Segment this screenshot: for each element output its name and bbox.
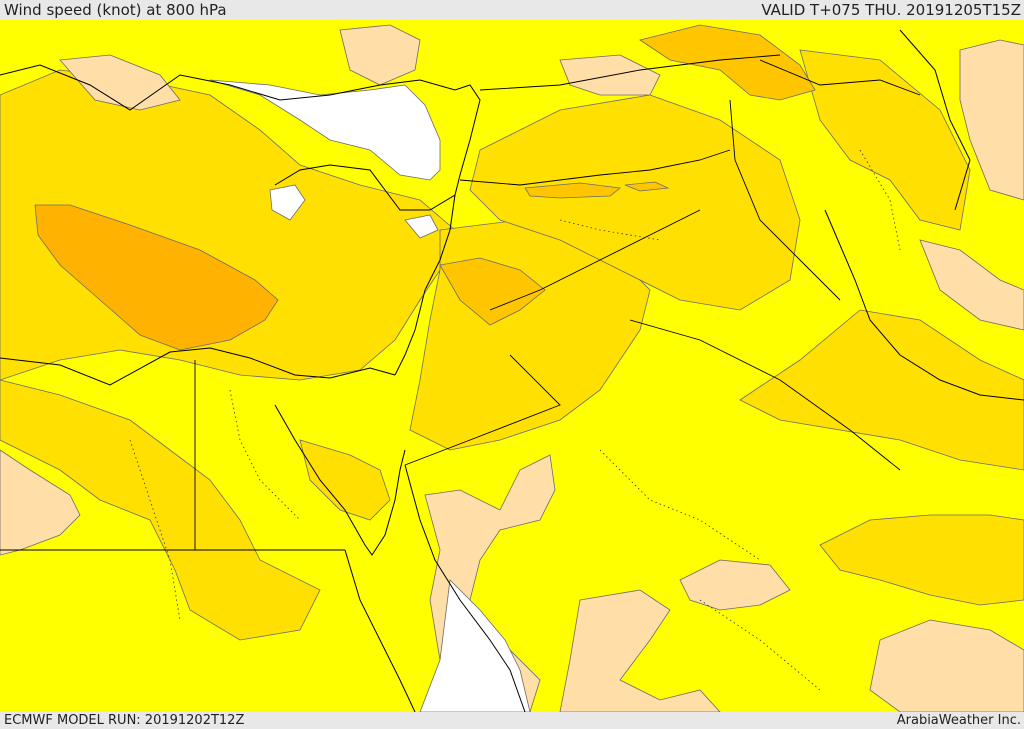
orange-core-mediterranean [34, 204, 279, 351]
credit: ArabiaWeather Inc. [896, 713, 1021, 728]
orange-core-iran [639, 24, 816, 101]
gold-area-egypt [0, 379, 321, 641]
light-area-najd [559, 589, 721, 712]
coastline-caspian [899, 29, 971, 211]
valid-time: VALID T+075 THU. 20191205T15Z [761, 1, 1021, 19]
orange-streak-iraq-2 [624, 181, 670, 192]
light-area-west-egypt [0, 449, 81, 556]
header-bar: Wind speed (knot) at 800 hPa VALID T+075… [0, 0, 1024, 20]
coastline-redsea-east [404, 464, 526, 712]
province-border-4 [859, 149, 901, 251]
light-area-caspian [959, 39, 1024, 201]
light-area-rub [679, 559, 791, 611]
coastline-egypt-north [0, 347, 396, 386]
country-borders [0, 54, 921, 551]
border-syria-iraq [489, 209, 701, 311]
province-border-5 [699, 599, 821, 691]
province-border-1 [229, 389, 301, 521]
gold-area-iran-east [799, 49, 971, 231]
province-borders [129, 149, 901, 691]
map-title: Wind speed (knot) at 800 hPa [4, 1, 227, 19]
light-area-iran [919, 239, 1024, 331]
border-caucasus [479, 54, 781, 91]
orange-core-levant [439, 257, 546, 326]
border-turkey-syria [459, 149, 731, 186]
gold-area-sinai [299, 439, 391, 521]
border-iraq-saudi [629, 319, 901, 471]
border-iraq-iran [729, 99, 841, 301]
calm-area-cyprus-west [269, 184, 306, 221]
gold-area-gulf [739, 309, 1024, 471]
province-border-3 [559, 219, 661, 241]
gold-area-iraq [469, 94, 801, 311]
calm-area-dead-sea [404, 214, 439, 239]
light-area-oman [869, 619, 1024, 712]
border-jordan-saudi [404, 354, 561, 466]
coastline-north-med [0, 64, 481, 211]
model-run: ECMWF MODEL RUN: 20191202T12Z [4, 713, 245, 728]
gold-area-southeast [819, 514, 1024, 606]
coastline-redsea-west [344, 549, 416, 712]
light-area-anatolia [339, 24, 421, 86]
light-area-caucasus [559, 54, 661, 96]
coastline-levant [394, 194, 456, 376]
calm-area-redsea [419, 579, 531, 712]
map-area[interactable] [0, 20, 1024, 712]
orange-streak-iraq [524, 182, 621, 199]
province-border-6 [129, 439, 181, 621]
wind-speed-map[interactable] [0, 20, 1024, 712]
border-iran-north [759, 59, 921, 96]
coastline-gulf [824, 209, 1024, 401]
coastlines [0, 29, 1024, 712]
coastline-sinai-gulfs [274, 404, 406, 556]
footer-bar: ECMWF MODEL RUN: 20191202T12Z ArabiaWeat… [0, 712, 1024, 729]
